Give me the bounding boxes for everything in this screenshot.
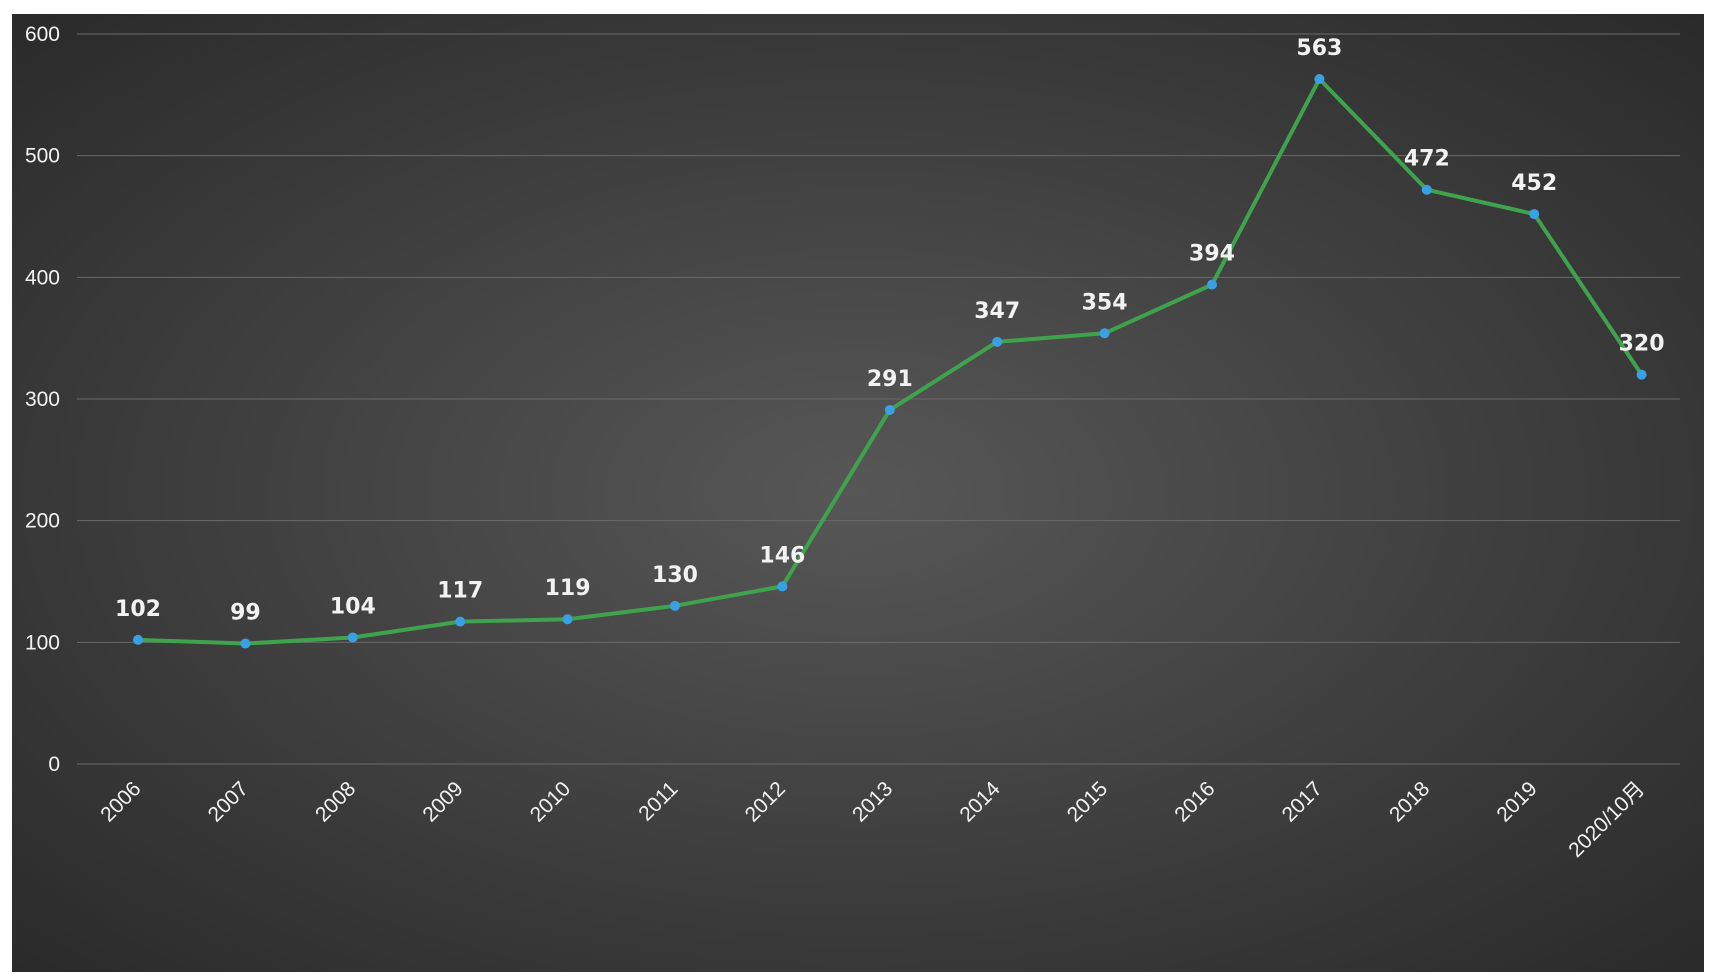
data-point: [884, 404, 895, 415]
x-tick-label: 2008: [311, 777, 360, 826]
chart-frame: 0 100 200 300 400 500 600 2006 2007 2008 2009 2010…: [12, 14, 1704, 972]
data-point: [1099, 328, 1110, 339]
data-labels: 102 99 104 117 119 130 146 291 347 354 394 563 472 45…: [115, 36, 1665, 626]
x-tick-label: 2019: [1492, 777, 1541, 826]
y-tick-label: 0: [48, 753, 60, 776]
y-tick-label: 100: [25, 631, 60, 654]
y-tick-label: 200: [25, 510, 60, 533]
x-tick-label: 2011: [634, 777, 682, 825]
x-tick-label: 2007: [204, 777, 253, 826]
data-point: [1314, 74, 1325, 85]
data-label: 291: [867, 367, 913, 392]
data-point: [670, 600, 680, 611]
y-tick-label: 300: [25, 388, 60, 411]
data-point: [1207, 279, 1217, 290]
data-point: [133, 634, 143, 645]
data-point: [1421, 184, 1432, 195]
data-label: 99: [230, 601, 261, 626]
y-tick-label: 400: [25, 266, 60, 289]
data-point: [1529, 209, 1540, 220]
x-tick-label: 2017: [1278, 777, 1327, 826]
x-tick-label: 2009: [418, 777, 467, 826]
x-tick-label: 2015: [1063, 777, 1112, 826]
x-tick-label: 2014: [955, 777, 1005, 827]
data-label: 563: [1296, 36, 1342, 61]
data-point: [240, 638, 251, 649]
y-axis: 0 100 200 300 400 500 600: [25, 23, 60, 776]
x-tick-label: 2018: [1385, 777, 1434, 826]
data-label: 104: [330, 594, 376, 619]
data-label: 354: [1082, 290, 1128, 315]
data-label: 472: [1404, 147, 1450, 172]
data-point: [455, 616, 466, 627]
x-tick-label: 2006: [96, 777, 145, 826]
data-point: [777, 581, 788, 592]
data-point: [1636, 369, 1647, 380]
series-group: [133, 74, 1647, 649]
data-label: 347: [974, 299, 1020, 324]
y-tick-label: 600: [25, 23, 60, 46]
data-point: [347, 632, 358, 643]
data-label: 102: [115, 597, 161, 622]
data-label: 452: [1511, 171, 1557, 196]
x-axis: 2006 2007 2008 2009 2010 2011 2012 2013 2014 2015…: [96, 777, 1649, 862]
x-tick-label: 2020/10月: [1564, 777, 1649, 862]
data-label: 394: [1189, 242, 1235, 267]
x-tick-label: 2013: [848, 777, 897, 826]
data-label: 146: [759, 543, 805, 568]
data-point: [992, 336, 1003, 347]
data-label: 119: [545, 576, 591, 601]
y-tick-label: 500: [25, 145, 60, 168]
data-point: [562, 614, 573, 625]
line-chart: 0 100 200 300 400 500 600 2006 2007 2008 2009 2010…: [25, 23, 1680, 862]
x-tick-label: 2016: [1170, 777, 1219, 826]
x-tick-label: 2012: [741, 777, 790, 826]
grid-lines: [77, 33, 1680, 765]
data-label: 117: [437, 579, 483, 604]
x-tick-label: 2010: [526, 777, 575, 826]
data-label: 130: [652, 563, 698, 588]
data-label: 320: [1619, 332, 1665, 357]
